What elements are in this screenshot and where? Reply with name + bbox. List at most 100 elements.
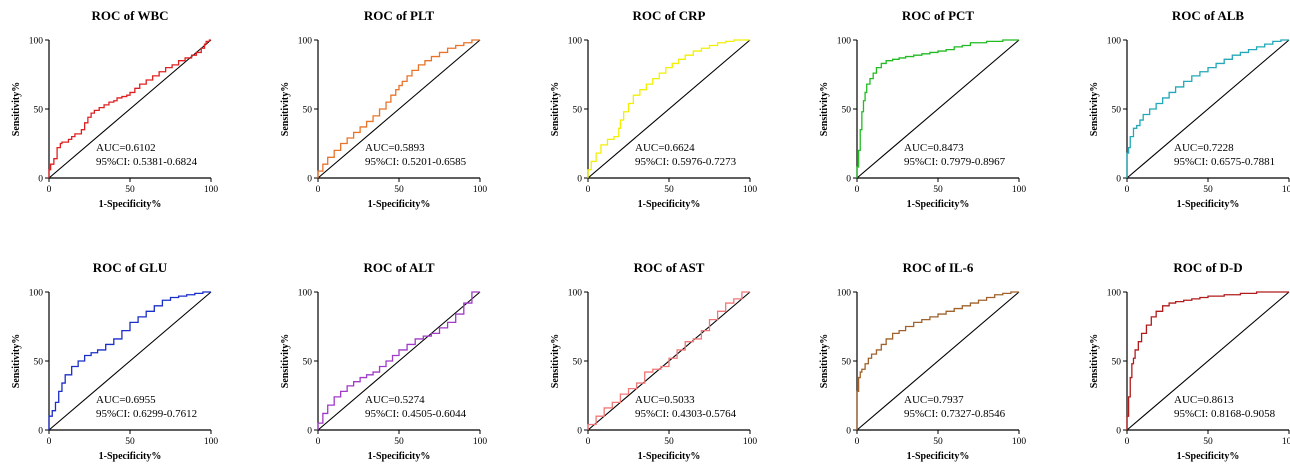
roc-panel: ROC of PLT 00 50 50 100 100 1-Specificity% Sens… [280,8,487,210]
y-tick-label: 0 [307,427,312,437]
y-tick-label: 100 [1107,289,1122,299]
x-tick-label: 0 [316,437,321,447]
auc-label: AUC=0.8613 [1174,394,1234,406]
y-tick-label: 50 [1112,106,1122,116]
x-tick-label: 50 [125,185,135,195]
ci-label: 95%CI: 0.5381-0.6824 [96,156,198,168]
x-tick-label: 50 [125,437,135,447]
y-tick-label: 50 [1112,358,1122,368]
reference-diagonal [587,39,751,179]
auc-label: AUC=0.6102 [96,142,156,154]
y-tick-label: 0 [846,175,851,185]
x-axis-title: 1-Specificity% [368,199,431,210]
auc-label: AUC=0.5274 [365,394,425,406]
roc-curve [1126,291,1289,430]
x-tick-label: 50 [664,185,674,195]
x-axis-title: 1-Specificity% [907,199,970,210]
ci-label: 95%CI: 0.7979-0.8967 [904,156,1006,168]
auc-label: AUC=0.7937 [904,394,964,406]
roc-curve [317,39,480,178]
reference-diagonal [317,39,481,179]
y-axis-title: Sensitivity% [819,334,830,388]
y-tick-label: 0 [38,175,43,185]
chart-title: ROC of GLU [93,260,168,275]
ci-label: 95%CI: 0.5976-0.7273 [635,156,737,168]
y-tick-label: 50 [573,106,583,116]
y-tick-label: 50 [303,358,313,368]
y-tick-label: 50 [303,106,313,116]
ci-label: 95%CI: 0.6299-0.7612 [96,408,197,420]
x-axis-title: 1-Specificity% [907,451,970,462]
x-axis-title: 1-Specificity% [638,199,701,210]
roc-curve [856,291,1019,430]
x-axis-title: 1-Specificity% [638,451,701,462]
y-tick-label: 50 [573,358,583,368]
ci-label: 95%CI: 0.6575-0.7881 [1174,156,1275,168]
y-tick-label: 0 [1116,175,1121,185]
auc-label: AUC=0.6624 [635,142,695,154]
y-tick-label: 100 [29,37,44,47]
x-tick-label: 0 [586,185,591,195]
y-tick-label: 100 [1107,37,1122,47]
chart-title: ROC of ALB [1172,8,1245,23]
x-tick-label: 0 [855,437,860,447]
y-tick-label: 100 [298,37,313,47]
chart-title: ROC of IL-6 [903,260,974,275]
x-tick-label: 50 [933,437,943,447]
y-tick-label: 100 [837,289,852,299]
x-tick-label: 50 [1203,185,1213,195]
y-axis-title: Sensitivity% [550,82,561,136]
ci-label: 95%CI: 0.5201-0.6585 [365,156,467,168]
reference-diagonal [317,291,481,431]
x-tick-label: 0 [586,437,591,447]
x-tick-label: 100 [1282,185,1290,195]
roc-panel: ROC of ALB 00 50 50 100 100 1-Specificity% Sens… [1089,8,1290,210]
reference-diagonal [1126,291,1290,431]
x-tick-label: 100 [1012,437,1027,447]
ci-label: 95%CI: 0.8168-0.9058 [1174,408,1276,420]
chart-title: ROC of CRP [633,8,706,23]
y-tick-label: 0 [307,175,312,185]
y-axis-title: Sensitivity% [11,82,22,136]
y-axis-title: Sensitivity% [1089,82,1100,136]
roc-curve [587,39,750,178]
x-axis-title: 1-Specificity% [99,199,162,210]
ci-label: 95%CI: 0.7327-0.8546 [904,408,1006,420]
chart-title: ROC of ALT [363,260,434,275]
y-tick-label: 0 [846,427,851,437]
x-tick-label: 100 [473,185,488,195]
roc-panel: ROC of D-D 00 50 50 100 100 1-Specificity% Sens… [1089,260,1290,462]
auc-label: AUC=0.5893 [365,142,425,154]
auc-label: AUC=0.6955 [96,394,156,406]
roc-panel: ROC of AST 00 50 50 100 100 1-Specificity% Sens… [550,260,757,462]
roc-curve [1126,39,1289,178]
roc-curve [587,291,750,430]
x-tick-label: 0 [855,185,860,195]
y-tick-label: 50 [34,106,44,116]
roc-curve [48,291,211,430]
y-axis-title: Sensitivity% [1089,334,1100,388]
roc-panel: ROC of IL-6 00 50 50 100 100 1-Specificity% Sen… [819,260,1026,462]
x-tick-label: 50 [933,185,943,195]
x-tick-label: 50 [394,437,404,447]
roc-panel: ROC of ALT 00 50 50 100 100 1-Specificity% Sens… [280,260,487,462]
chart-title: ROC of WBC [91,8,168,23]
x-tick-label: 0 [1125,437,1130,447]
y-axis-title: Sensitivity% [280,82,291,136]
y-axis-title: Sensitivity% [11,334,22,388]
y-tick-label: 0 [38,427,43,437]
y-tick-label: 100 [568,37,583,47]
x-axis-title: 1-Specificity% [368,451,431,462]
x-axis-title: 1-Specificity% [1177,451,1240,462]
x-tick-label: 100 [743,185,758,195]
x-tick-label: 0 [47,437,52,447]
x-tick-label: 0 [47,185,52,195]
y-tick-label: 50 [34,358,44,368]
chart-title: ROC of PCT [902,8,975,23]
roc-curve [856,39,1019,178]
chart-title: ROC of PLT [364,8,435,23]
ci-label: 95%CI: 0.4303-0.5764 [635,408,737,420]
x-tick-label: 0 [1125,185,1130,195]
roc-panel: ROC of PCT 00 50 50 100 100 1-Specificity% Sens… [819,8,1026,210]
auc-label: AUC=0.7228 [1174,142,1234,154]
